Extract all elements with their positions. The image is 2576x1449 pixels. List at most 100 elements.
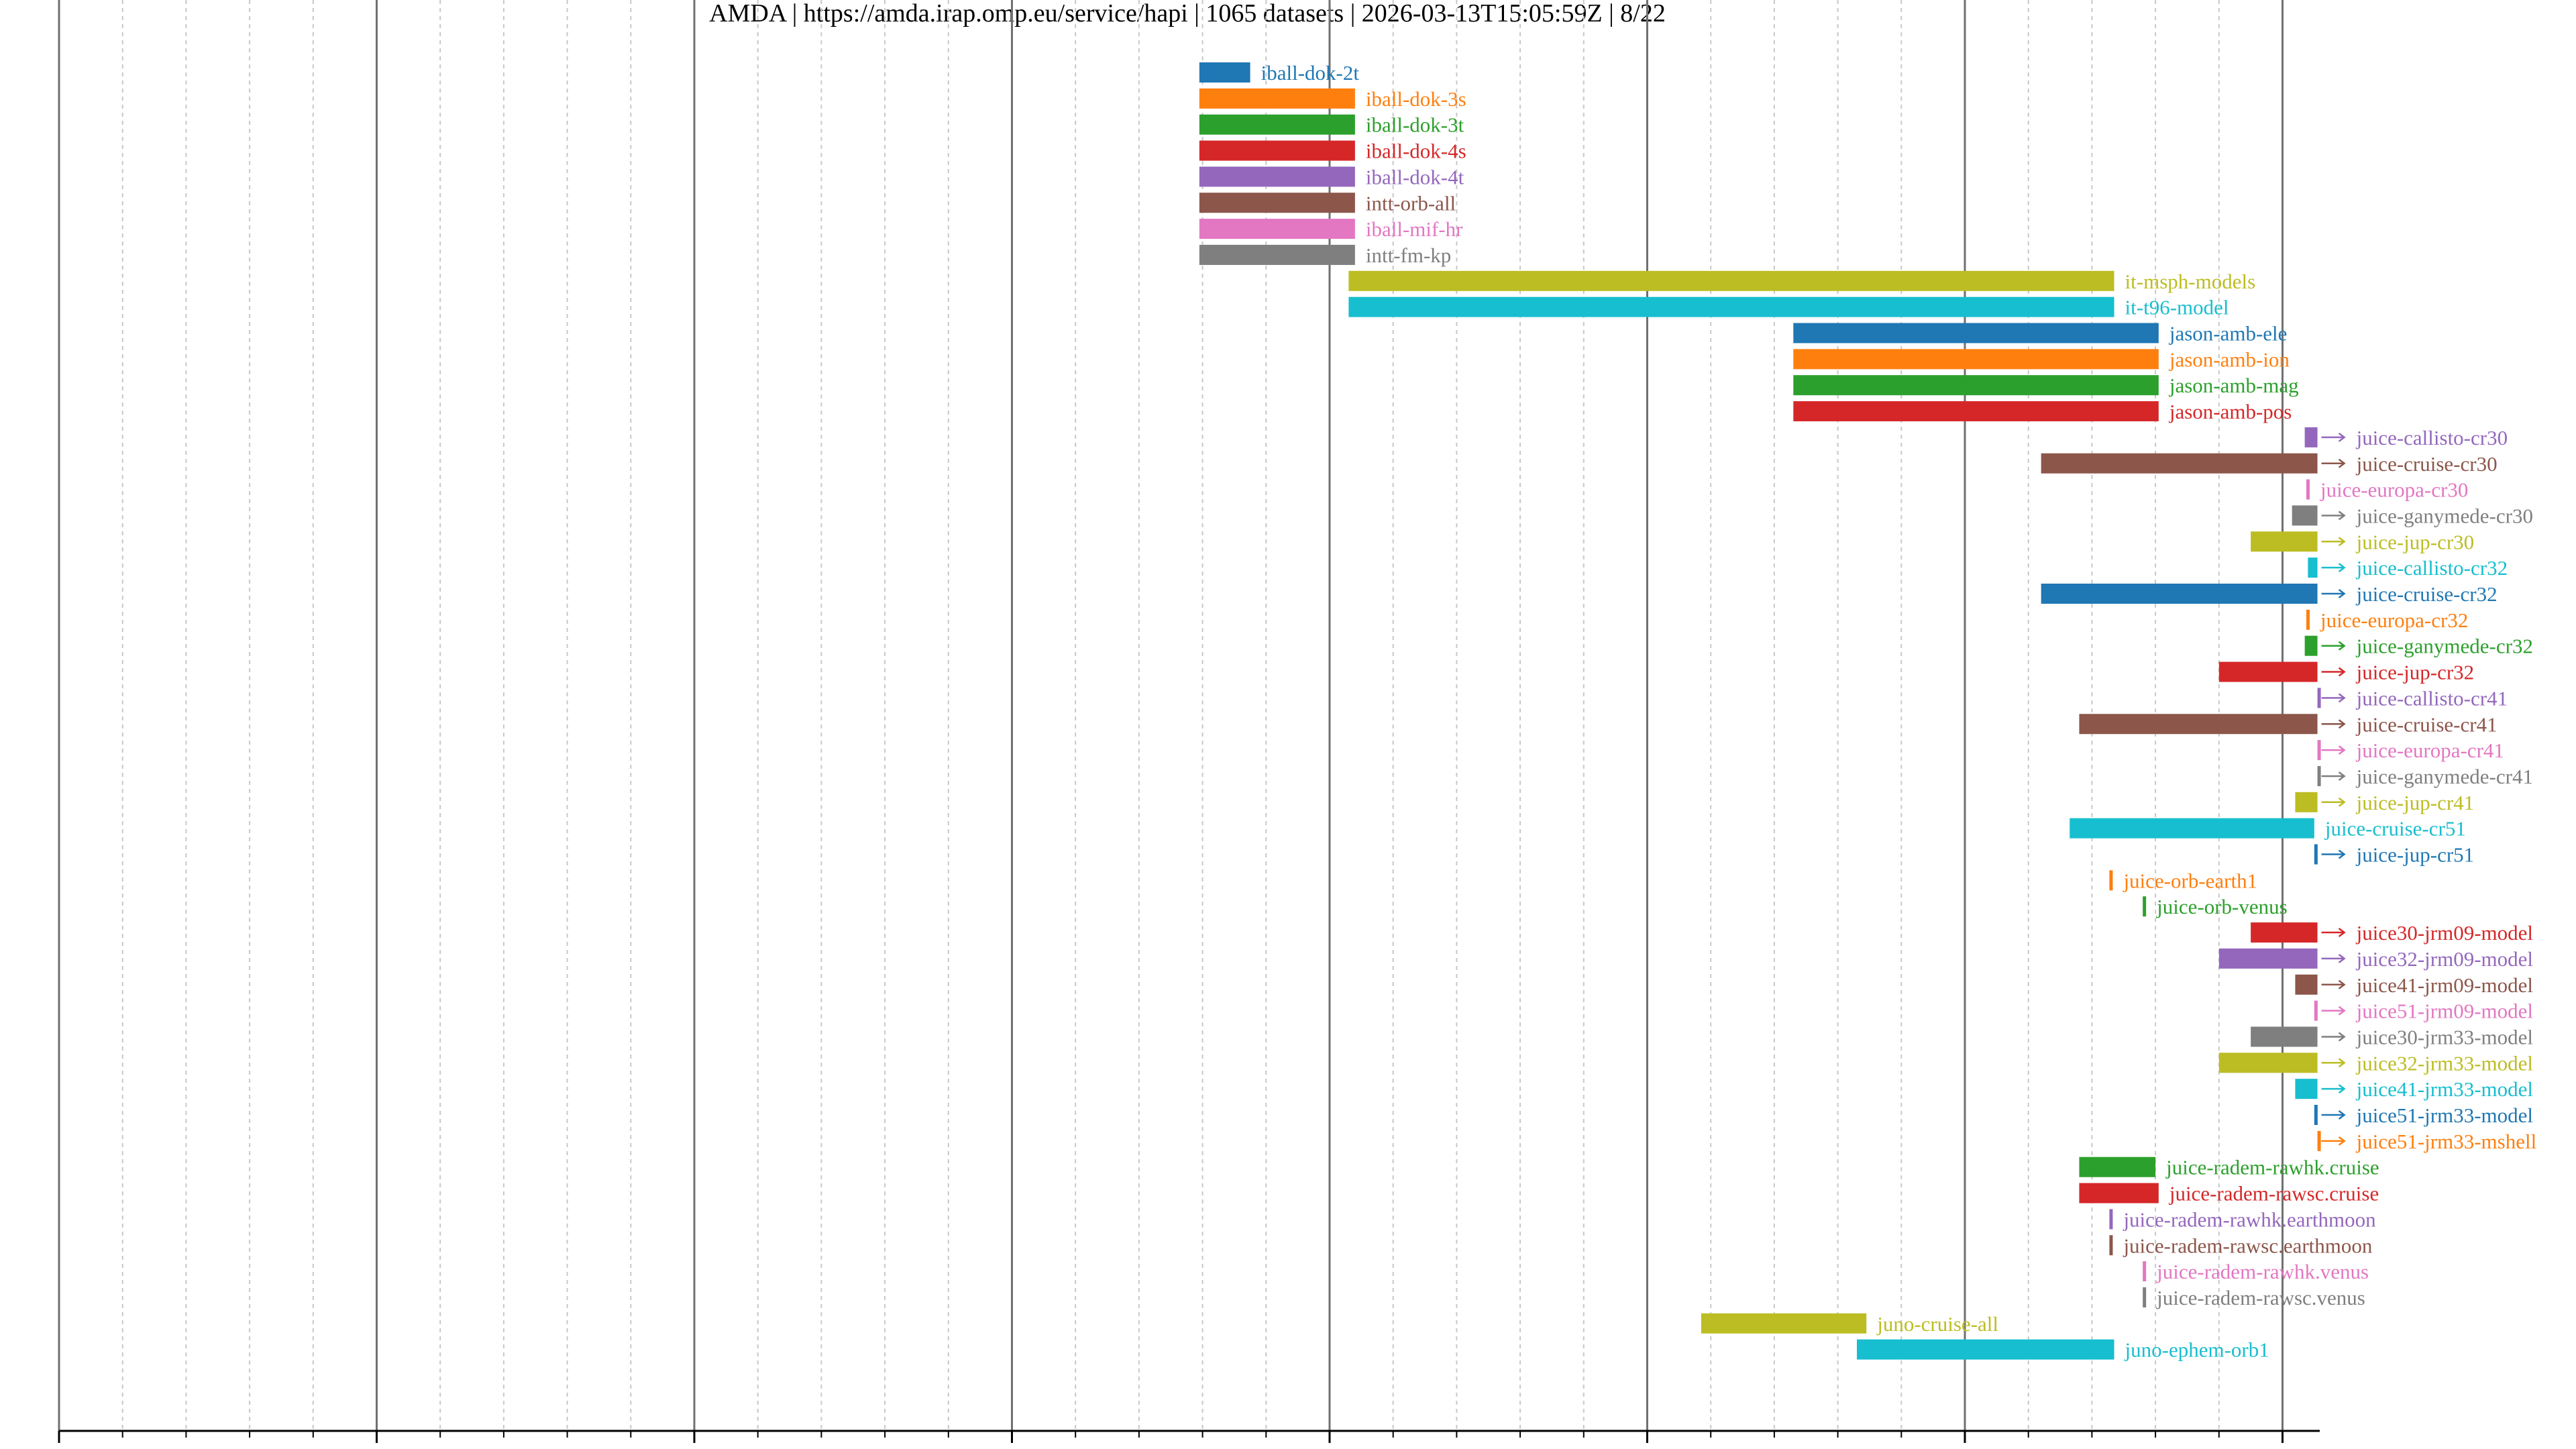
bar-label: juno-ephem-orb1 — [2125, 1338, 2269, 1362]
bar-label: juice-callisto-cr41 — [2356, 686, 2508, 710]
ongoing-arrow-head — [2338, 1110, 2346, 1120]
x-tick-label: 2020 — [1939, 1446, 1990, 1449]
bar-label: juice51-jrm33-model — [2356, 1104, 2533, 1127]
timeline-bar — [2251, 1026, 2318, 1047]
timeline-bar — [2295, 1079, 2318, 1099]
x-tick-label: 1970 — [352, 1446, 402, 1449]
timeline-bar — [1348, 297, 2114, 317]
bar-label: juice32-jrm33-model — [2356, 1051, 2533, 1075]
bar-label: juice-orb-earth1 — [2123, 869, 2257, 892]
bar-label: iball-dok-2t — [1261, 61, 1360, 85]
timeline-bar — [2079, 1157, 2156, 1177]
timeline-bar — [2317, 688, 2321, 708]
bar-label: juice-cruise-cr30 — [2356, 452, 2498, 476]
ongoing-arrow-head — [2338, 432, 2346, 442]
timeline-bar — [1199, 114, 1355, 135]
ongoing-arrow-head — [2338, 771, 2346, 781]
timeline-bar — [2306, 479, 2310, 500]
timeline-bar — [2317, 740, 2321, 761]
ongoing-arrow-head — [2338, 1136, 2346, 1146]
timeline-bar — [2295, 974, 2318, 995]
bar-label: juice-radem-rawsc.cruise — [2169, 1182, 2379, 1205]
timeline-bar — [2109, 1209, 2113, 1230]
ongoing-arrow-head — [2338, 511, 2346, 521]
bar-label: it-msph-models — [2125, 270, 2256, 293]
timeline-bar — [2251, 922, 2318, 943]
timeline-bar — [2308, 557, 2318, 578]
bar-label: juice-cruise-cr32 — [2356, 582, 2498, 606]
bar-label: jason-amb-ion — [2169, 347, 2290, 371]
timeline-bar — [2218, 661, 2318, 682]
bar-label: iball-dok-3s — [1366, 87, 1466, 111]
timeline-bar — [1793, 349, 2159, 370]
timeline-bar — [2295, 792, 2318, 812]
timeline-bar — [2306, 609, 2310, 630]
ongoing-arrow-head — [2338, 1032, 2346, 1042]
timeline-bar — [1199, 219, 1355, 239]
bar-label: juice-radem-rawhk.earthmoon — [2123, 1208, 2376, 1231]
bar-label: juice-cruise-cr41 — [2356, 712, 2498, 736]
timeline-bar — [1793, 323, 2159, 343]
timeline-bar — [2317, 765, 2321, 786]
bar-label: juice-ganymede-cr41 — [2356, 765, 2533, 788]
timeline-bar — [1793, 401, 2159, 422]
bar-label: juice-radem-rawsc.venus — [2156, 1286, 2365, 1309]
bar-label: juice-europa-cr41 — [2356, 739, 2504, 762]
bar-label: iball-dok-4t — [1366, 165, 1464, 189]
timeline-bar — [2041, 453, 2318, 474]
minor-grid — [121, 0, 2220, 1431]
timeline-bar — [2314, 1000, 2318, 1021]
x-tick-label: 1980 — [669, 1446, 720, 1449]
bar-label: juno-cruise-all — [1876, 1312, 1998, 1336]
bar-label: juice-europa-cr30 — [2320, 478, 2468, 502]
x-tick-label: 1990 — [987, 1446, 1038, 1449]
bar-label: jason-amb-mag — [2169, 374, 2299, 397]
bar-label: juice-callisto-cr30 — [2356, 426, 2508, 449]
bar-label: juice-radem-rawhk.cruise — [2165, 1156, 2379, 1179]
timeline-bar — [2109, 1235, 2113, 1256]
bar-label: jason-amb-ele — [2169, 322, 2288, 345]
ongoing-arrow-head — [2338, 1006, 2346, 1016]
ongoing-arrow-head — [2338, 537, 2346, 547]
bar-label: it-t96-model — [2125, 296, 2229, 319]
timeline-bar — [2041, 584, 2318, 604]
timeline-bar — [2070, 818, 2314, 839]
bar-label: juice-radem-rawsc.earthmoon — [2123, 1234, 2372, 1257]
timeline-bar — [2218, 1053, 2318, 1073]
bar-label: juice30-jrm33-model — [2356, 1025, 2533, 1049]
bar-label: intt-orb-all — [1366, 191, 1456, 215]
bar-label: juice51-jrm33-mshell — [2356, 1130, 2537, 1153]
timeline-bar — [2317, 1130, 2321, 1151]
ongoing-arrow-head — [2338, 719, 2346, 729]
bar-label: juice-jup-cr41 — [2356, 791, 2475, 814]
timeline-bar — [1701, 1313, 1867, 1334]
bar-label: juice-ganymede-cr30 — [2356, 504, 2533, 527]
timeline-bar — [1199, 244, 1355, 265]
ongoing-arrow-head — [2338, 745, 2346, 755]
ongoing-arrow-head — [2338, 953, 2346, 963]
timeline-bar — [2109, 870, 2113, 891]
timeline-bar — [2143, 1287, 2147, 1307]
bar-label: juice-jup-cr30 — [2356, 530, 2475, 553]
x-tick-label: 2030 — [2257, 1446, 2308, 1449]
timeline-bar — [1199, 88, 1355, 109]
ongoing-arrow-head — [2338, 589, 2346, 598]
bar-label: juice-europa-cr32 — [2320, 608, 2468, 632]
bar-label: iball-dok-3t — [1366, 113, 1464, 137]
bar-label: juice-jup-cr32 — [2356, 661, 2475, 684]
ongoing-arrow-head — [2338, 563, 2346, 573]
timeline-bar — [1793, 375, 2159, 396]
bar-label: jason-amb-pos — [2169, 400, 2292, 423]
ongoing-arrow-head — [2338, 667, 2346, 677]
bar-label: juice-cruise-cr51 — [2324, 817, 2466, 841]
ongoing-arrow-head — [2338, 693, 2346, 703]
timeline-bar — [2304, 635, 2318, 656]
chart-title: AMDA | https://amda.irap.omp.eu/service/… — [709, 0, 1666, 28]
bar-label: juice-jup-cr51 — [2356, 843, 2475, 867]
bar-label: juice51-jrm09-model — [2356, 1000, 2533, 1023]
timeline-bar — [1199, 166, 1355, 187]
timeline-bar — [2079, 714, 2318, 735]
timeline-bar — [2251, 531, 2318, 552]
